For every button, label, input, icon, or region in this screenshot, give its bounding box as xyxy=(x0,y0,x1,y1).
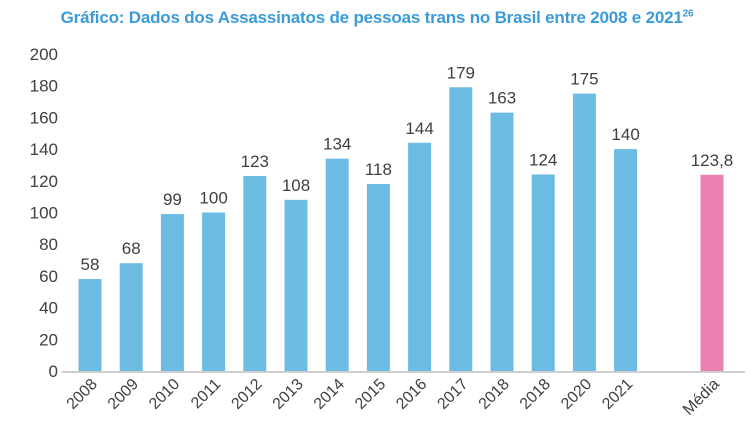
x-tick-label: 2012 xyxy=(228,376,265,413)
data-label: 163 xyxy=(488,89,516,108)
data-label: 123 xyxy=(241,152,269,171)
y-tick-label: 20 xyxy=(39,330,58,349)
bar xyxy=(490,112,514,372)
x-tick-label: 2018 xyxy=(517,376,554,413)
y-tick-label: 120 xyxy=(30,172,58,191)
data-label: 58 xyxy=(81,255,100,274)
data-label: 118 xyxy=(365,160,392,179)
x-tick-label: 2014 xyxy=(311,376,348,413)
data-label: 140 xyxy=(611,125,639,144)
data-label: 134 xyxy=(323,135,351,154)
bar xyxy=(78,279,102,371)
bar xyxy=(160,214,184,371)
x-tick-label: 2021 xyxy=(599,376,636,413)
bar xyxy=(449,87,473,371)
y-tick-label: 200 xyxy=(30,45,58,64)
bar xyxy=(366,183,390,371)
x-tick-label: 2017 xyxy=(434,376,471,413)
bar xyxy=(119,263,143,371)
bar xyxy=(408,142,432,371)
bar xyxy=(572,93,596,371)
bar xyxy=(202,212,226,371)
x-tick-label: 2018 xyxy=(476,376,513,413)
data-label: 179 xyxy=(447,63,475,82)
y-tick-label: 180 xyxy=(30,77,58,96)
x-tick-label: 2008 xyxy=(64,376,101,413)
y-tick-label: 60 xyxy=(39,267,58,286)
data-label: 123,8 xyxy=(691,151,734,170)
chart-title: Gráfico: Dados dos Assassinatos de pesso… xyxy=(0,8,754,28)
bar xyxy=(614,149,638,371)
chart-title-text: Gráfico: Dados dos Assassinatos de pesso… xyxy=(60,8,683,27)
bar xyxy=(243,176,267,371)
y-tick-label: 40 xyxy=(39,299,58,318)
y-tick-label: 100 xyxy=(30,204,58,223)
y-tick-label: 160 xyxy=(30,108,58,127)
y-tick-label: 80 xyxy=(39,235,58,254)
y-tick-label: 0 xyxy=(49,362,58,381)
data-label: 108 xyxy=(282,176,310,195)
x-tick-label: 2015 xyxy=(352,376,389,413)
title-footnote: 26 xyxy=(682,8,694,20)
x-tick-label: 2013 xyxy=(270,376,307,413)
data-label: 124 xyxy=(529,150,557,169)
bar xyxy=(531,174,555,371)
x-tick-label: 2020 xyxy=(558,376,595,413)
data-label: 175 xyxy=(570,70,598,89)
data-label: 144 xyxy=(405,119,433,138)
x-tick-label: 2010 xyxy=(146,376,183,413)
bar xyxy=(284,199,308,371)
data-label: 100 xyxy=(199,189,227,208)
x-tick-label: 2011 xyxy=(188,376,224,412)
y-tick-label: 140 xyxy=(30,140,58,159)
data-label: 68 xyxy=(122,239,141,258)
x-tick-label: 2009 xyxy=(105,376,142,413)
bar xyxy=(700,174,724,371)
data-label: 99 xyxy=(163,190,182,209)
bar xyxy=(325,158,349,371)
x-tick-label: 2016 xyxy=(393,376,430,413)
x-tick-label: Média xyxy=(680,376,723,419)
